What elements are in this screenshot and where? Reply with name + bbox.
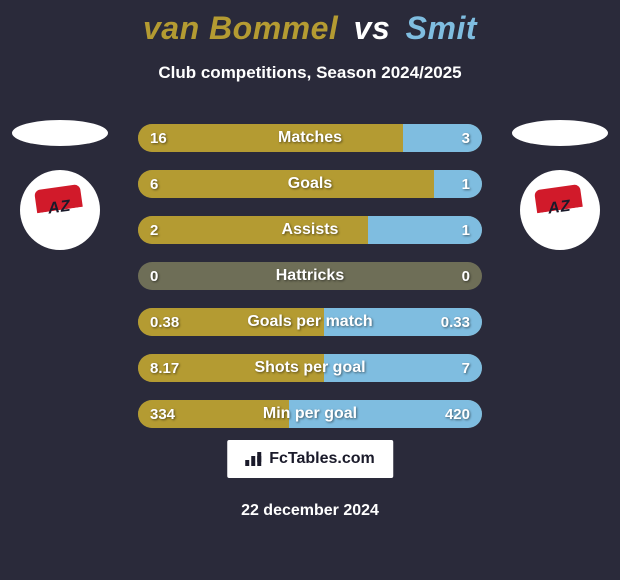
- az-shield-icon: AZ: [34, 184, 86, 236]
- stat-row: 16Matches3: [138, 124, 482, 152]
- comparison-bars: 16Matches3 6Goals1 2Assists1 0Hattricks0 0.3…: [138, 124, 482, 428]
- vs-label: vs: [354, 10, 391, 46]
- stat-value-player2: 3: [462, 130, 470, 147]
- player1-badges: AZ: [12, 120, 108, 250]
- stat-row: 8.17Shots per goal7: [138, 354, 482, 382]
- player2-name: Smit: [406, 10, 477, 46]
- player2-badges: AZ: [512, 120, 608, 250]
- stat-label: Hattricks: [138, 267, 482, 285]
- barchart-icon: [245, 452, 263, 466]
- comparison-title: van Bommel vs Smit: [0, 0, 620, 47]
- player2-club-logo: AZ: [520, 170, 600, 250]
- az-shield-icon: AZ: [534, 184, 586, 236]
- stat-label: Matches: [138, 129, 482, 147]
- player1-club-logo: AZ: [20, 170, 100, 250]
- stat-value-player2: 1: [462, 222, 470, 239]
- subtitle: Club competitions, Season 2024/2025: [0, 63, 620, 83]
- stat-label: Goals: [138, 175, 482, 193]
- stat-row: 0Hattricks0: [138, 262, 482, 290]
- stat-value-player2: 7: [462, 360, 470, 377]
- player1-name: van Bommel: [143, 10, 338, 46]
- player2-silhouette: [512, 120, 608, 146]
- stat-label: Assists: [138, 221, 482, 239]
- stat-row: 2Assists1: [138, 216, 482, 244]
- stat-value-player2: 1: [462, 176, 470, 193]
- stat-label: Goals per match: [138, 313, 482, 331]
- stat-value-player2: 0: [462, 268, 470, 285]
- brand-badge: FcTables.com: [227, 440, 393, 478]
- stat-row: 334Min per goal420: [138, 400, 482, 428]
- stat-value-player2: 0.33: [441, 314, 470, 331]
- stat-row: 6Goals1: [138, 170, 482, 198]
- date-text: 22 december 2024: [0, 502, 620, 520]
- stat-label: Shots per goal: [138, 359, 482, 377]
- brand-text: FcTables.com: [269, 450, 375, 468]
- stat-row: 0.38Goals per match0.33: [138, 308, 482, 336]
- stat-label: Min per goal: [138, 405, 482, 423]
- player1-silhouette: [12, 120, 108, 146]
- stat-value-player2: 420: [445, 406, 470, 423]
